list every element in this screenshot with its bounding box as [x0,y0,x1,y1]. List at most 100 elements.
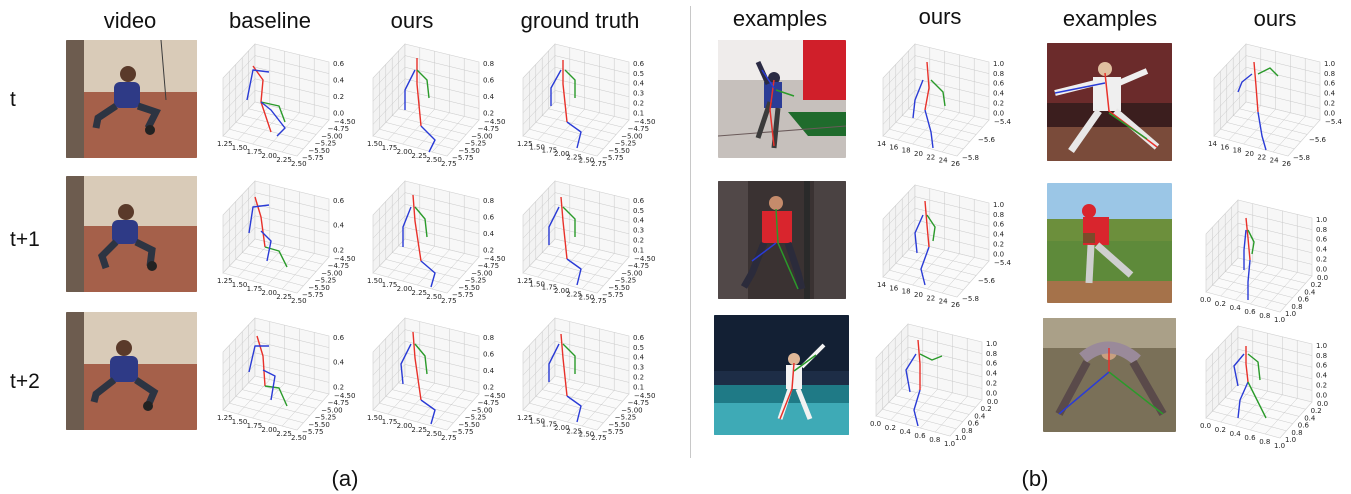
z-tick-label: 0.8 [483,334,494,342]
z-tick-label: 0.3 [633,364,644,372]
axes-3d: 1.251.501.752.002.252.502.75−4.50−4.75−5… [517,43,655,168]
skeleton-left-arm [1243,229,1247,270]
z-tick-label: 0.8 [1316,352,1327,360]
skeleton-spine [924,61,930,111]
z-tick-label: 0.6 [993,80,1005,88]
x-tick-label: 1.50 [232,418,248,426]
x-tick-label: 14 [877,281,886,289]
x-tick-label: 0.8 [929,436,940,444]
x-tick-label: 1.50 [367,140,383,148]
x-tick-label: 1.50 [529,280,545,288]
x-tick-label: 22 [926,153,935,161]
y-tick-label: −5.00 [471,132,492,140]
x-tick-label: 2.75 [591,297,607,305]
z-tick-label: 0.4 [1324,90,1336,98]
axes-3d: 1.25 1.50 1.75 2.00 2.25 2.50−4.50−4.75−5.00−… [217,317,355,442]
x-tick-label: 2.00 [261,289,277,297]
skeleton-left-leg [260,230,272,262]
x-tick-label: 16 [889,284,898,292]
z-tick-label: 0.1 [633,109,644,117]
x-tick-label: 2.75 [441,297,457,305]
z-tick-label: 0.8 [483,60,494,68]
plot-ours-b-r2c1: 14 16 18 20 22 24 26 −5.4 −5.6 −5.8 1.0 0.8 0.6 0.4 0.… [865,181,1015,311]
header-baseline: baseline [229,8,311,33]
y-tick-label: −5.75 [602,291,623,299]
x-tick-label: 1.25 [517,140,533,148]
y-tick-label: −4.50 [634,255,655,263]
x-tick-label: 16 [1220,143,1229,151]
caption-b: (b) [1021,466,1049,491]
z-tick-label: 0.8 [483,197,494,205]
x-tick-label: 26 [951,160,960,168]
y-tick-label: 0.0 [1317,400,1328,408]
x-tick-label: 2.75 [591,160,607,168]
skeleton-left-arm [548,343,560,382]
skeleton-left-arm [905,353,917,393]
y-tick-label: −5.50 [458,421,479,429]
y-tick-label: 1.0 [1285,310,1296,318]
x-tick-label: 2.50 [291,434,307,442]
y-tick-label: −5.75 [602,428,623,436]
y-tick-label: 0.8 [1291,429,1302,437]
example-photo-pitcher-red [1047,183,1172,303]
z-tick-label: 0.0 [1324,109,1335,117]
y-tick-label: −4.50 [484,392,505,400]
skeleton-right-arm [414,343,428,375]
z-tick-label: 0.1 [633,383,644,391]
y-tick-label: −5.8 [1293,154,1310,162]
skeleton-left-leg [566,121,582,149]
x-tick-label: 1.25 [517,277,533,285]
plot-baseline-t2: 1.25 1.50 1.75 2.00 2.25 2.50 −4.50 −4.75 −5.00−… [205,314,355,444]
skeleton-left-leg [924,109,934,149]
axes-3d: 14 16 18 20 22 24 26−5.4−5.6−5.81.00.80.60.40.… [877,184,1012,309]
x-tick-label: 18 [1233,147,1242,155]
y-tick-label: −4.50 [484,118,505,126]
y-tick-label: −5.8 [962,295,979,303]
z-tick-label: 0.4 [1316,372,1328,380]
y-tick-label: −4.50 [484,255,505,263]
y-tick-label: −4.50 [334,255,355,263]
z-tick-label: 0.6 [986,360,998,368]
z-tick-label: 0.4 [333,76,345,84]
x-tick-label: 1.75 [542,147,558,155]
x-tick-label: 1.0 [1274,316,1285,324]
x-tick-label: 1.0 [1274,442,1285,450]
y-tick-label: −5.50 [608,284,629,292]
z-tick-label: 0.6 [633,334,645,342]
x-tick-label: 0.8 [1259,312,1270,320]
y-tick-label: −5.50 [308,421,329,429]
plot-ours-b-r1c1: 14 16 18 20 22 24 26 −5.4 −5.6 −5.8 1.0 0.8 0.6 0.4 0.… [865,40,1015,170]
x-tick-label: 24 [1270,157,1279,165]
y-tick-label: −4.75 [328,125,349,133]
y-tick-label: −5.00 [621,269,642,277]
plot-ours-b-r1c2: 14 16 18 20 22 24 26 −5.4 −5.6 −5.8 1.0 0.8 0.6 0.4 0.… [1196,40,1346,170]
y-tick-label: −5.25 [315,277,336,285]
y-tick-label: 0.6 [968,420,980,428]
skeleton-left-leg [1237,381,1249,419]
panel-divider [690,6,691,458]
row-label-t: t [10,88,16,111]
x-tick-label: 2.50 [291,297,307,305]
x-tick-label: 1.25 [217,277,233,285]
y-tick-label: −5.6 [1309,136,1327,144]
skeleton-left-leg [566,395,582,423]
y-tick-label: −5.00 [321,269,342,277]
x-tick-label: 1.25 [217,140,233,148]
x-tick-label: 1.25 [517,414,533,422]
plot-baseline-t: 1.25 1.50 1.75 2.00 2.25 2.50 −4.50 −4.75 −5.00−… [205,40,355,170]
z-tick-label: 0.6 [333,334,345,342]
y-tick-label: 0.4 [1304,414,1316,422]
y-tick-label: 0.2 [1311,281,1322,289]
y-tick-label: −5.75 [452,428,473,436]
x-tick-label: 2.50 [426,156,442,164]
skeleton-right-arm [264,385,288,407]
x-tick-label: 1.50 [232,144,248,152]
skeleton-left-arm [548,206,560,245]
skeleton-right-arm [416,69,430,99]
z-tick-label: 0.4 [633,217,645,225]
skeleton-spine [1245,217,1251,261]
skeleton-left-arm [248,204,270,234]
skeleton-spine [412,194,422,262]
y-tick-label: −5.25 [615,277,636,285]
z-tick-label: 1.0 [993,60,1004,68]
